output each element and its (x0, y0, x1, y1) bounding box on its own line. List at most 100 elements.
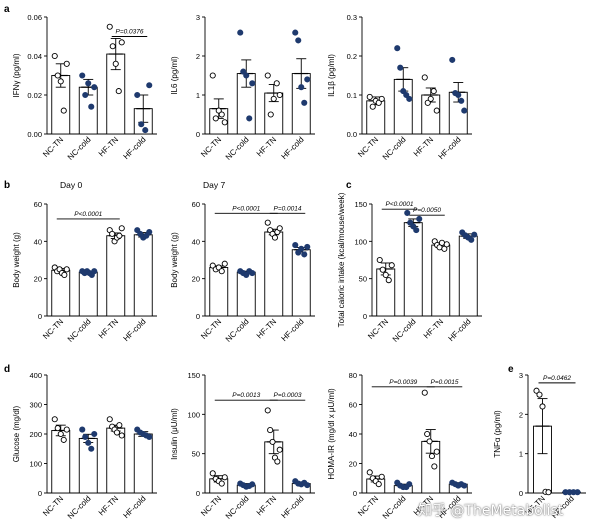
data-point (461, 482, 468, 489)
data-point (240, 68, 247, 75)
y-tick-label: 0 (196, 489, 200, 498)
y-tick-label: 0 (353, 489, 357, 498)
bar-nc-cold (236, 271, 256, 317)
data-point (416, 215, 423, 222)
y-tick-label: 20 (34, 275, 42, 284)
p-value-label: P=0.0015 (430, 379, 458, 386)
y-axis-label: Body weight (g) (12, 232, 21, 288)
panel-title-day7: Day 7 (203, 180, 225, 190)
x-tick-label: NC-cold (66, 317, 93, 344)
data-point (270, 95, 277, 102)
x-tick-label: NC-cold (66, 494, 93, 521)
data-point (536, 391, 543, 398)
data-point (79, 426, 86, 433)
x-tick-label: NC-TN (199, 135, 223, 159)
y-axis-label: Glucose (mg/dl) (12, 405, 21, 462)
x-tick-label: HF-TN (255, 317, 278, 340)
data-point (118, 225, 125, 232)
x-tick-label: HF-TN (422, 317, 445, 340)
data-point (301, 251, 308, 258)
data-point (378, 95, 385, 102)
data-point (545, 489, 552, 496)
x-tick-label: HF-cold (279, 135, 305, 161)
p-value-label: P<0.0001 (385, 201, 413, 208)
x-tick-label: NC-cold (381, 135, 408, 162)
data-point (264, 72, 271, 79)
y-axis-label: IL6 (pg/ml) (170, 56, 179, 95)
data-point (427, 95, 434, 102)
data-point (274, 458, 281, 465)
data-point (91, 430, 98, 438)
data-point (249, 481, 256, 488)
panel-body-weight-day7: Day 7 0 20 40 60 Body weight (g) NC-TN NC-cold… (170, 180, 315, 344)
panel-letter-a: a (4, 4, 10, 15)
data-point (79, 72, 86, 79)
data-point (88, 103, 95, 110)
bar-nc-tn (51, 269, 71, 317)
data-point (82, 91, 89, 99)
y-tick-label: 3 (196, 13, 200, 22)
data-point (375, 481, 382, 488)
data-point (461, 107, 468, 114)
data-point (304, 482, 311, 489)
x-tick-label: HF-cold (279, 317, 305, 343)
x-tick-label: HF-TN (97, 317, 120, 340)
y-tick-label: 60 (349, 401, 357, 410)
data-point (51, 52, 58, 60)
data-point (369, 103, 376, 110)
x-tick-label: HF-cold (121, 135, 147, 161)
y-tick-label: 60 (192, 200, 200, 209)
y-tick-label: 0 (38, 312, 42, 321)
data-point (433, 107, 440, 114)
y-axis-label: Total caloric intake (kcal/mouse/week) (337, 192, 346, 327)
data-point (264, 407, 271, 414)
bar-hf-cold (133, 234, 153, 317)
bar-nc-tn (366, 100, 386, 135)
x-tick-label: NC-cold (381, 494, 408, 521)
y-tick-label: 150 (187, 371, 200, 380)
data-point (142, 127, 149, 134)
y-tick-label: 0 (196, 312, 200, 321)
data-point (421, 74, 428, 81)
data-point (63, 60, 70, 67)
p-value-label: P=0.0050 (413, 207, 441, 214)
y-tick-label: 40 (34, 237, 42, 246)
y-tick-label: 0.3 (347, 13, 357, 22)
x-tick-label: HF-TN (255, 494, 278, 517)
x-tick-label: HF-TN (412, 494, 435, 517)
x-tick-label: NC-TN (41, 494, 65, 518)
p-value-label: P=0.0376 (115, 29, 143, 36)
data-point (212, 115, 219, 122)
bar-hf-tn (106, 235, 126, 317)
x-tick-label: HF-cold (121, 494, 147, 520)
panel-letter-e: e (508, 364, 514, 375)
y-tick-label: 20 (349, 460, 357, 469)
y-tick-label: 0.06 (27, 13, 42, 22)
panel-homa-ir: 0 20 40 60 80 HOMA-IR (mg/dl x μU/ml) NC-TN NC-… (327, 371, 472, 521)
p-value-label: P<0.0001 (74, 211, 102, 218)
data-point (428, 453, 436, 460)
data-point (264, 219, 271, 226)
y-tick-label: 100 (354, 237, 367, 246)
y-tick-label: 0.04 (27, 52, 42, 61)
data-point (458, 97, 465, 104)
x-tick-label: NC-TN (41, 317, 65, 341)
bar-hf-tn (431, 244, 451, 317)
data-point (403, 91, 410, 99)
data-point (221, 474, 228, 481)
data-point (116, 232, 123, 239)
data-point (449, 56, 456, 63)
panel-il6: 0 1 2 3 IL6 (pg/ml) NC-TN NC-cold HF-TN HF-cold (170, 13, 315, 162)
data-point (115, 88, 122, 95)
data-point (91, 268, 98, 275)
data-point (218, 111, 225, 118)
data-point (271, 234, 279, 241)
y-tick-label: 50 (192, 450, 200, 459)
data-point (378, 473, 385, 480)
data-point (431, 463, 438, 470)
data-point (85, 439, 92, 446)
data-point (406, 95, 413, 102)
y-axis-label: TNFα (pg/ml) (493, 410, 502, 458)
data-point (455, 91, 462, 99)
data-point (246, 115, 253, 122)
